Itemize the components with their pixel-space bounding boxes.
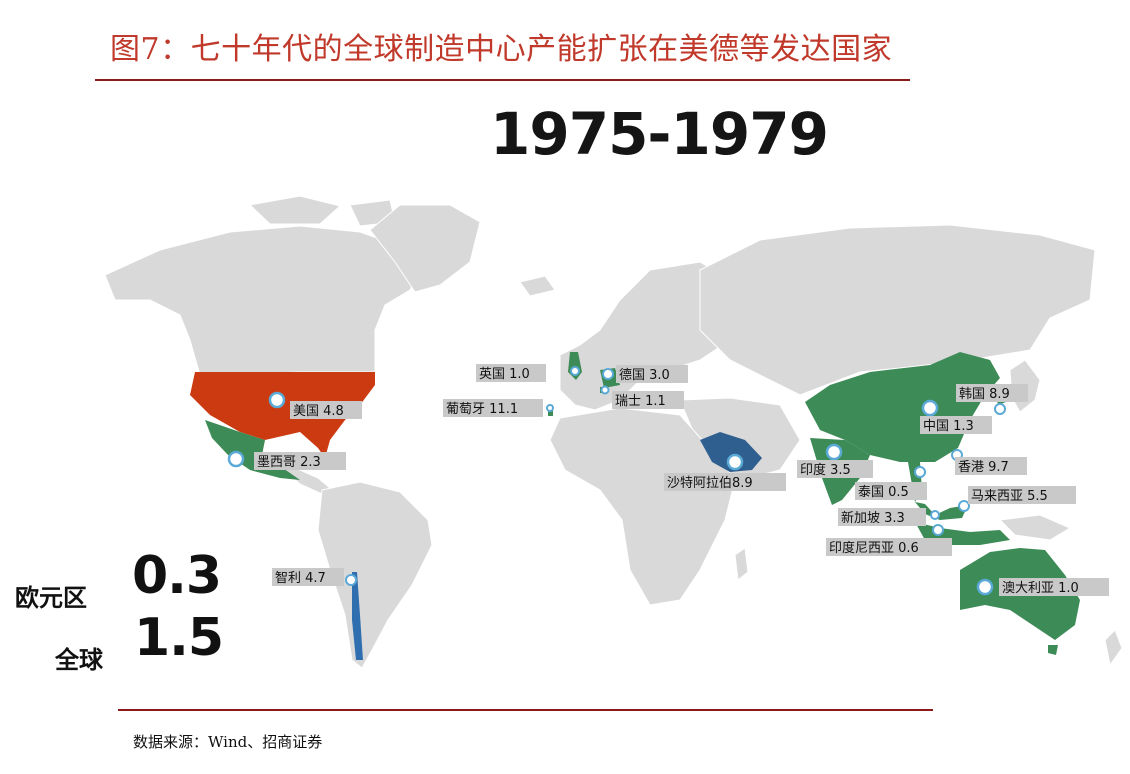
label-chile: 智利 4.7: [275, 571, 326, 586]
marker-korea: 韩国 8.9: [956, 384, 1028, 415]
land-base: [104, 195, 1123, 669]
marker-australia: 澳大利亚 1.0: [976, 578, 1109, 596]
label-switzerland: 瑞士 1.1: [615, 394, 666, 409]
marker-indonesia: 印度尼西亚 0.6: [826, 524, 952, 556]
country-chile-shape: [352, 572, 363, 660]
marker-mexico: 墨西哥 2.3: [227, 450, 346, 470]
land-greenland: [369, 204, 481, 293]
marker-thailand: 泰国 0.5: [855, 466, 927, 500]
marker-malaysia: 马来西亚 5.5: [958, 486, 1076, 512]
figure-title: 图7：七十年代的全球制造中心产能扩张在美德等发达国家: [110, 32, 893, 67]
label-india: 印度 3.5: [800, 462, 851, 478]
marker-india: 印度 3.5: [797, 443, 873, 478]
stat-label-global: 全球: [55, 646, 103, 674]
land-nz: [1104, 629, 1123, 667]
land-russia-asia: [699, 224, 1096, 396]
land-arctic-islands: [248, 195, 396, 227]
label-uk: 英国 1.0: [479, 367, 530, 382]
label-usa: 美国 4.8: [293, 404, 344, 419]
land-png: [998, 514, 1072, 541]
land-iceland: [519, 275, 556, 297]
label-thailand: 泰国 0.5: [858, 485, 909, 500]
country-malaysia-shape: [915, 502, 968, 520]
stat-value-global: 1.5: [134, 608, 224, 668]
label-korea: 韩国 8.9: [959, 387, 1010, 402]
land-canada-alaska: [104, 225, 421, 376]
land-africa: [549, 407, 736, 606]
marker-chile: 智利 4.7: [272, 568, 357, 586]
country-china-shape: [805, 352, 1000, 462]
label-mexico: 墨西哥 2.3: [257, 455, 321, 470]
marker-usa: 美国 4.8: [268, 391, 362, 419]
country-saudi-shape: [700, 432, 762, 472]
country-markers: 英国 1.0 德国 3.0 瑞士 1.1 葡萄牙 11.1 美国 4.8 墨西哥…: [227, 364, 1109, 596]
label-germany: 德国 3.0: [619, 368, 670, 383]
land-madagascar: [734, 547, 749, 581]
country-usa-shape: [190, 372, 375, 458]
label-indonesia: 印度尼西亚 0.6: [829, 540, 919, 556]
label-china: 中国 1.3: [923, 419, 974, 434]
marker-uk: 英国 1.0: [476, 364, 580, 382]
label-saudi: 沙特阿拉伯8.9: [667, 476, 753, 491]
marker-switzerland: 瑞士 1.1: [600, 385, 684, 409]
label-portugal: 葡萄牙 11.1: [446, 402, 518, 417]
marker-china: 中国 1.3: [920, 399, 992, 434]
stat-label-eurozone: 欧元区: [15, 584, 87, 612]
country-tasmania-shape: [1048, 645, 1058, 655]
label-malaysia: 马来西亚 5.5: [971, 489, 1048, 504]
label-australia: 澳大利亚 1.0: [1002, 580, 1079, 596]
label-hongkong: 香港 9.7: [958, 460, 1009, 475]
marker-singapore: 新加坡 3.3: [838, 508, 940, 526]
period-heading: 1975-1979: [490, 100, 829, 168]
marker-saudi: 沙特阿拉伯8.9: [664, 453, 786, 491]
marker-hongkong: 香港 9.7: [951, 449, 1027, 475]
marker-portugal: 葡萄牙 11.1: [443, 399, 554, 417]
title-divider: [95, 79, 910, 81]
source-divider: [118, 709, 933, 711]
label-singapore: 新加坡 3.3: [841, 510, 905, 526]
stat-value-eurozone: 0.3: [132, 546, 222, 606]
country-mexico-shape: [205, 420, 300, 480]
source-note: 数据来源：Wind、招商证券: [133, 733, 323, 751]
marker-germany: 德国 3.0: [602, 365, 688, 383]
